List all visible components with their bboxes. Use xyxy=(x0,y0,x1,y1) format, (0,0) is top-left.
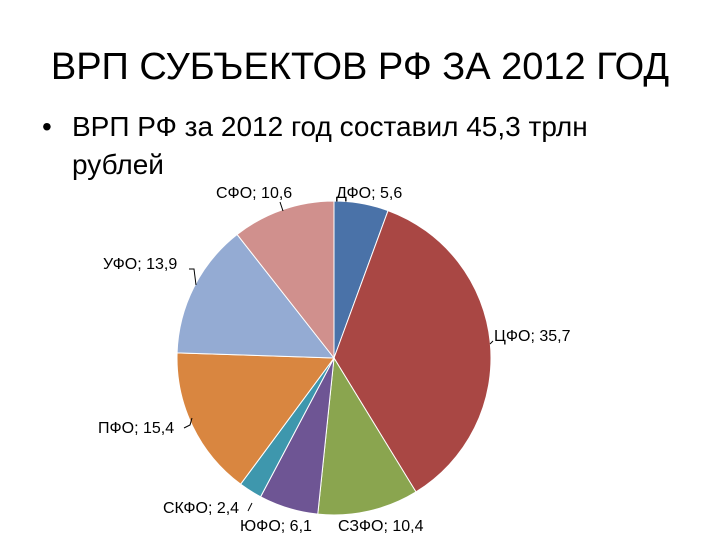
slice-label-1: ДФО; 5,6 xyxy=(336,185,402,202)
leader-line-6 xyxy=(183,417,193,429)
slide-title: ВРП СУБЪЕКТОВ РФ ЗА 2012 ГОД xyxy=(50,46,670,88)
leader-line-7 xyxy=(189,268,197,286)
bullet-item: • ВРП РФ за 2012 год составил 45,3 трлн … xyxy=(42,108,682,184)
slice-label-6: ПФО; 15,4 xyxy=(98,420,174,437)
slice-label-5: СКФО; 2,4 xyxy=(163,500,239,517)
slice-label-3: СЗФО; 10,4 xyxy=(338,518,424,535)
slice-label-2: ЦФО; 35,7 xyxy=(494,328,571,345)
bullet-text: ВРП РФ за 2012 год составил 45,3 трлн ру… xyxy=(72,111,588,180)
slice-label-7: УФО; 13,9 xyxy=(103,256,177,273)
bullet-dot-icon: • xyxy=(42,111,52,142)
leader-line-2 xyxy=(489,340,494,345)
pie-slice-3 xyxy=(317,356,417,516)
leader-line-8 xyxy=(279,201,284,212)
pie-slice-6 xyxy=(176,352,335,485)
pie-slice-7 xyxy=(176,233,336,359)
slice-label-4: ЮФО; 6,1 xyxy=(240,518,312,535)
leader-line-5 xyxy=(247,502,253,512)
slice-label-8: СФО; 10,6 xyxy=(216,185,292,202)
